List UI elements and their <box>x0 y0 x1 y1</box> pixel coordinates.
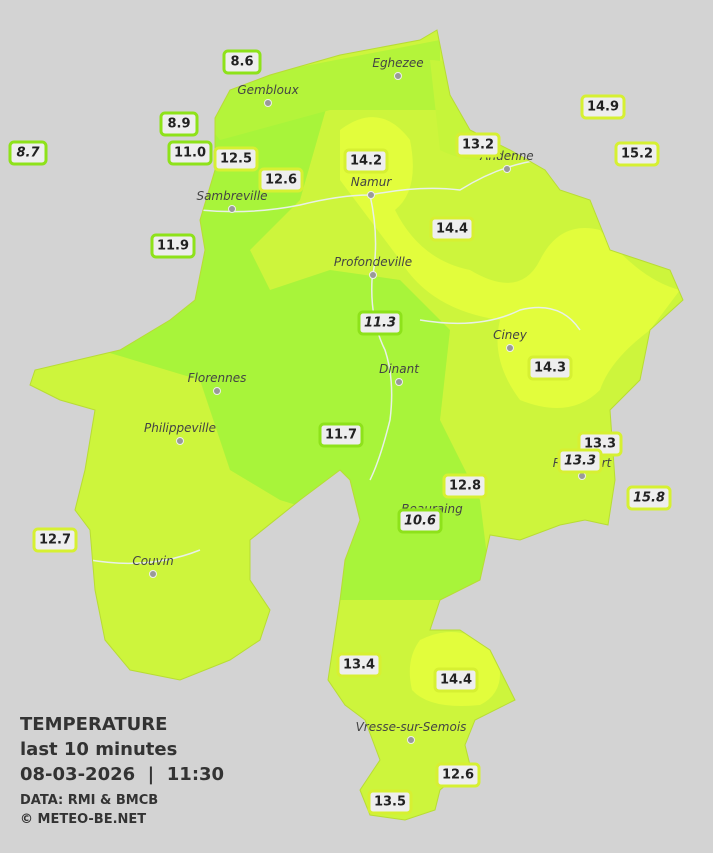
legend-source: DATA: RMI & BMCB <box>20 793 158 808</box>
station-box <box>557 448 603 474</box>
city-label: Profondeville <box>334 255 412 269</box>
station-box <box>213 146 259 172</box>
station-value: 13.3 <box>584 437 616 452</box>
city-dot <box>506 344 514 352</box>
station-value: 14.9 <box>587 100 619 115</box>
city-label: Gembloux <box>237 83 299 97</box>
station-box <box>222 49 262 75</box>
station-box <box>336 652 382 678</box>
station-value: 13.3 <box>564 454 596 469</box>
station-value: 10.6 <box>404 514 436 529</box>
station-value: 12.8 <box>449 479 481 494</box>
station-value: 8.7 <box>16 146 40 161</box>
station-box <box>167 140 213 166</box>
station-box <box>159 111 199 137</box>
legend-credit: © METEO-BE.NET <box>20 812 146 827</box>
station-box <box>357 310 403 336</box>
legend-timestamp: 08-03-2026 | 11:30 <box>20 764 224 785</box>
city-dot <box>578 472 586 480</box>
station-box <box>150 233 196 259</box>
station-value: 13.4 <box>343 658 375 673</box>
city-dot <box>264 99 272 107</box>
station-box <box>435 762 481 788</box>
station-box <box>626 485 672 511</box>
station-value: 11.9 <box>157 239 189 254</box>
city-dot <box>228 205 236 213</box>
cities: EghezeeGemblouxAndenneNamurSambrevillePr… <box>132 56 613 744</box>
city-dot <box>503 165 511 173</box>
station-value: 12.6 <box>442 768 474 783</box>
station-value: 15.2 <box>621 147 653 162</box>
station-box <box>318 422 364 448</box>
station-box <box>527 355 573 381</box>
legend-title: TEMPERATURE <box>20 714 167 735</box>
legend-subtitle: last 10 minutes <box>20 739 177 760</box>
station-value: 8.6 <box>230 55 253 70</box>
station-value: 8.9 <box>167 117 190 132</box>
legend: TEMPERATURE last 10 minutes 08-03-2026 |… <box>20 714 224 827</box>
city-label: Dinant <box>379 362 420 376</box>
city-dot <box>213 387 221 395</box>
station-value: 12.7 <box>39 533 71 548</box>
station-value: 11.0 <box>174 146 206 161</box>
city-label: Namur <box>351 175 393 189</box>
city-dot <box>395 378 403 386</box>
station-value: 13.5 <box>374 795 406 810</box>
station-box <box>258 167 304 193</box>
city-label: Vresse-sur-Semois <box>356 720 467 734</box>
station-box <box>343 148 389 174</box>
city-label: Florennes <box>188 371 247 385</box>
station-value: 12.5 <box>220 152 252 167</box>
city-dot <box>407 736 415 744</box>
station-value: 11.7 <box>325 428 357 443</box>
station-value: 14.2 <box>350 154 382 169</box>
station-box <box>433 667 479 693</box>
station-box <box>455 132 501 158</box>
station-value: 13.2 <box>462 138 494 153</box>
station-box <box>580 94 626 120</box>
station-value: 12.6 <box>265 173 297 188</box>
stations: 8.6 8.9 8.7 11.0 12.5 12.6 14.2 13.2 14.9 15.2 11.… <box>8 49 672 815</box>
city-dot <box>149 570 157 578</box>
station-value: 14.4 <box>436 222 468 237</box>
station-box <box>397 508 443 534</box>
city-label: Sambreville <box>196 189 267 203</box>
city-label: Philippeville <box>144 421 216 435</box>
station-box <box>614 141 660 167</box>
station-box <box>442 473 488 499</box>
city-dot <box>367 191 375 199</box>
city-label: Couvin <box>132 554 173 568</box>
city-dot <box>176 437 184 445</box>
station-value: 14.3 <box>534 361 566 376</box>
station-box <box>8 140 48 166</box>
city-label: Eghezee <box>372 56 423 70</box>
station-value: 14.4 <box>440 673 472 688</box>
station-value: 15.8 <box>633 491 665 506</box>
city-dot <box>369 271 377 279</box>
city-label: Ciney <box>493 328 528 342</box>
station-value: 11.3 <box>364 316 396 331</box>
station-box <box>32 527 78 553</box>
station-box <box>367 789 413 815</box>
station-box <box>429 216 475 242</box>
city-dot <box>394 72 402 80</box>
